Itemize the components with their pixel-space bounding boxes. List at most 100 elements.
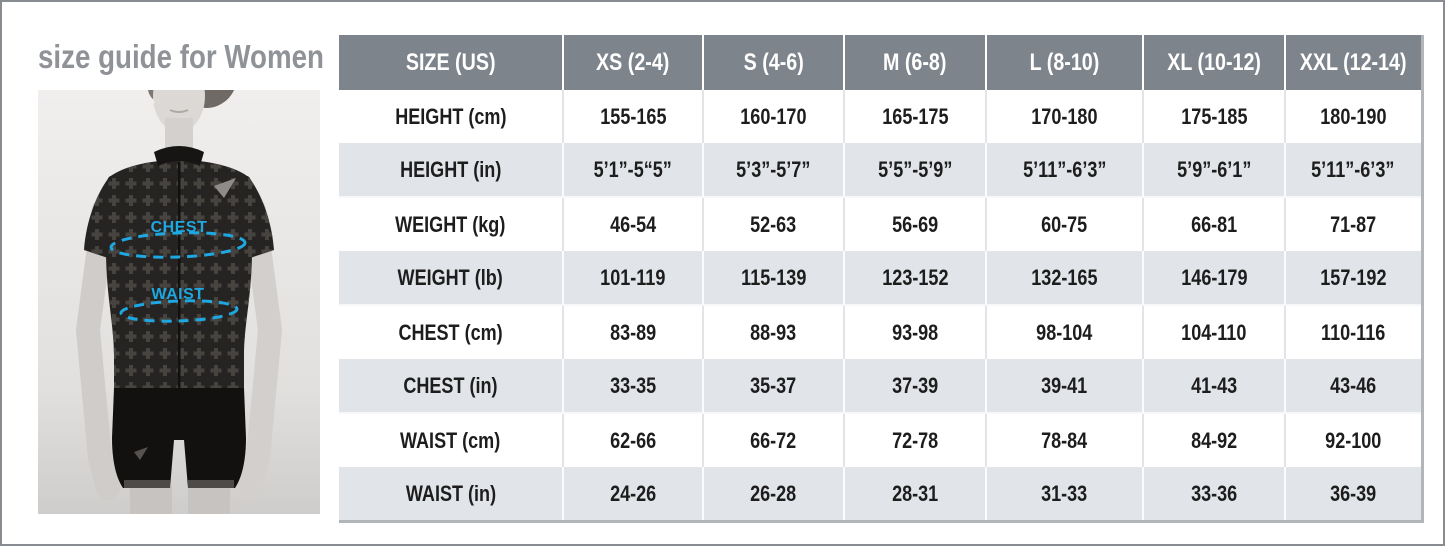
column-header-5: XL (10-12) (1142, 35, 1285, 90)
table-cell-value: 110-116 (1321, 319, 1386, 345)
table-row: WAIST (in) 24-26 26-28 28-31 31-33 33-36 36-39 (339, 467, 1422, 522)
table-cell: 72-78 (843, 413, 986, 467)
chest-annotation: CHEST (109, 219, 247, 259)
table-cell-value: 5’9”-6’1” (1176, 156, 1252, 182)
table-cell: 37-39 (843, 359, 986, 414)
table-cell: 170-180 (985, 90, 1143, 143)
table-row: WEIGHT (lb) 101-119 115-139 123-152 132-165 1… (339, 251, 1422, 306)
table-cell: 5’3”-5’7” (702, 143, 844, 198)
column-header-label: XS (2-4) (596, 48, 670, 76)
row-label-text: HEIGHT (in) (399, 156, 502, 182)
table-cell-value: 43-46 (1330, 372, 1377, 398)
table-cell: 104-110 (1142, 305, 1285, 359)
page-title: size guide for Women (38, 38, 324, 75)
table-cell-value: 146-179 (1180, 264, 1248, 290)
table-cell-value: 5’11”-6’3” (1022, 156, 1107, 182)
table-cell: 56-69 (843, 197, 986, 251)
brand-logo-icon (214, 178, 236, 198)
table-cell: 60-75 (985, 197, 1143, 251)
table-cell: 83-89 (562, 305, 703, 359)
table-cell: 92-100 (1284, 413, 1422, 467)
table-cell-value: 98-104 (1036, 319, 1093, 345)
table-cell-value: 157-192 (1320, 264, 1387, 290)
shorts-logo-icon (134, 447, 148, 460)
size-table: SIZE (US) XS (2-4) S (4-6) M (6-8) L (8-10) X… (339, 35, 1424, 523)
table-cell-value: 165-175 (881, 103, 949, 129)
table-row: CHEST (in) 33-35 35-37 37-39 39-41 41-43 43-46 (339, 359, 1422, 414)
column-header-label: S (4-6) (743, 48, 804, 76)
table-cell: 33-36 (1142, 467, 1285, 522)
row-label: WAIST (in) (339, 467, 563, 522)
table-cell-value: 83-89 (609, 319, 657, 345)
table-cell-value: 88-93 (750, 319, 797, 345)
table-cell-value: 5’1”-5“5” (593, 156, 673, 182)
row-label: HEIGHT (cm) (339, 90, 563, 143)
column-header-1: XS (2-4) (562, 35, 703, 90)
row-label-text: CHEST (cm) (398, 319, 503, 345)
right-leg (188, 486, 230, 514)
table-cell: 33-35 (562, 359, 703, 414)
table-cell-value: 62-66 (609, 427, 657, 453)
row-label: CHEST (in) (339, 359, 563, 414)
table-cell: 110-116 (1284, 305, 1422, 359)
earring (149, 99, 155, 105)
row-label: WEIGHT (lb) (339, 251, 563, 306)
table-cell-value: 66-72 (750, 427, 797, 453)
table-cell-value: 52-63 (750, 211, 797, 237)
table-cell-value: 46-54 (609, 211, 657, 237)
table-row: WAIST (cm) 62-66 66-72 72-78 78-84 84-92 92-10… (339, 413, 1422, 467)
table-cell: 160-170 (702, 90, 844, 143)
table-cell: 5’1”-5“5” (562, 143, 703, 198)
jersey (84, 146, 274, 390)
table-cell-value: 132-165 (1031, 264, 1098, 290)
table-cell: 115-139 (702, 251, 844, 306)
column-header-2: S (4-6) (702, 35, 844, 90)
row-label-text: CHEST (in) (403, 372, 498, 398)
table-cell: 5’9”-6’1” (1142, 143, 1285, 198)
table-cell: 5’5”-5’9” (843, 143, 986, 198)
table-cell: 62-66 (562, 413, 703, 467)
column-header-3: M (6-8) (843, 35, 986, 90)
table-cell-value: 180-190 (1320, 103, 1387, 129)
table-cell: 146-179 (1142, 251, 1285, 306)
table-row: HEIGHT (cm) 155-165 160-170 165-175 170-180 1… (339, 90, 1422, 143)
table-cell: 26-28 (702, 467, 844, 522)
right-arm (238, 198, 282, 500)
table-cell-value: 84-92 (1190, 427, 1238, 453)
table-cell: 78-84 (985, 413, 1143, 467)
left-leg (130, 486, 172, 514)
table-cell-value: 101-119 (600, 264, 666, 290)
table-cell-value: 160-170 (740, 103, 807, 129)
waist-ellipse (119, 299, 239, 323)
table-cell: 180-190 (1284, 90, 1422, 143)
table-cell: 155-165 (562, 90, 703, 143)
table-cell: 98-104 (985, 305, 1143, 359)
table-cell: 39-41 (985, 359, 1143, 414)
column-header-label: SIZE (US) (405, 48, 496, 76)
table-cell-value: 170-180 (1031, 103, 1098, 129)
table-cell: 71-87 (1284, 197, 1422, 251)
table-cell: 66-72 (702, 413, 844, 467)
table-row: HEIGHT (in) 5’1”-5“5” 5’3”-5’7” 5’5”-5’9” 5’… (339, 143, 1422, 198)
table-cell-value: 36-39 (1330, 480, 1377, 506)
row-label-text: WAIST (cm) (400, 427, 501, 453)
row-label-text: WAIST (in) (405, 480, 496, 506)
table-cell: 24-26 (562, 467, 703, 522)
table-cell-value: 60-75 (1041, 211, 1088, 237)
table-cell: 132-165 (985, 251, 1143, 306)
chest-ellipse (109, 231, 247, 259)
table-cell: 43-46 (1284, 359, 1422, 414)
table-cell-value: 39-41 (1041, 372, 1088, 398)
row-label-text: WEIGHT (lb) (397, 264, 504, 290)
table-cell-value: 92-100 (1325, 427, 1382, 453)
table-cell: 31-33 (985, 467, 1143, 522)
table-cell: 88-93 (702, 305, 844, 359)
table-cell-value: 37-39 (891, 372, 939, 398)
row-label-text: WEIGHT (kg) (395, 211, 506, 237)
table-cell: 93-98 (843, 305, 986, 359)
row-label: HEIGHT (in) (339, 143, 563, 198)
model-photo-graphic: CHEST WAIST (38, 90, 320, 514)
table-cell: 52-63 (702, 197, 844, 251)
table-cell-value: 56-69 (891, 211, 939, 237)
